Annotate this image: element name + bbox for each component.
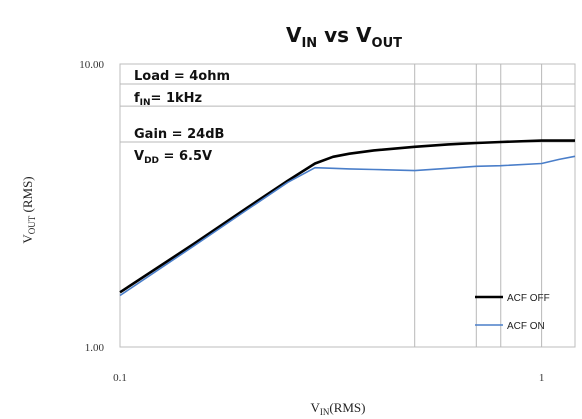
annotation-line: Load = 4ohm <box>134 69 230 84</box>
x-tick-label: 1 <box>539 372 545 384</box>
plot-area <box>119 63 576 348</box>
chart-title: VIN vs VOUT <box>286 23 402 51</box>
series-line-acf-off <box>119 139 575 294</box>
legend-label: ACF ON <box>507 321 545 332</box>
annotation-box: Load = 4ohm fIN= 1kHz Gain = 24dB VDD = 6.5… <box>134 69 230 166</box>
legend: ACF OFF ACF ON <box>475 293 550 332</box>
y-tick-label: 1.00 <box>85 342 105 354</box>
series-lines <box>119 139 576 297</box>
annotation-line: VDD = 6.5V <box>134 149 212 166</box>
x-tick-label: 0.1 <box>113 372 127 384</box>
y-axis-label: VOUT (RMS) <box>20 176 37 243</box>
annotation-line: Gain = 24dB <box>134 127 224 142</box>
tick-labels: 0.1 1 1.00 10.00 <box>79 59 544 384</box>
y-tick-label: 10.00 <box>79 59 104 71</box>
legend-label: ACF OFF <box>507 293 550 304</box>
x-axis-label: VIN(RMS) <box>310 400 365 417</box>
series-line-acf-on <box>119 155 576 297</box>
annotation-line: fIN= 1kHz <box>134 91 202 108</box>
